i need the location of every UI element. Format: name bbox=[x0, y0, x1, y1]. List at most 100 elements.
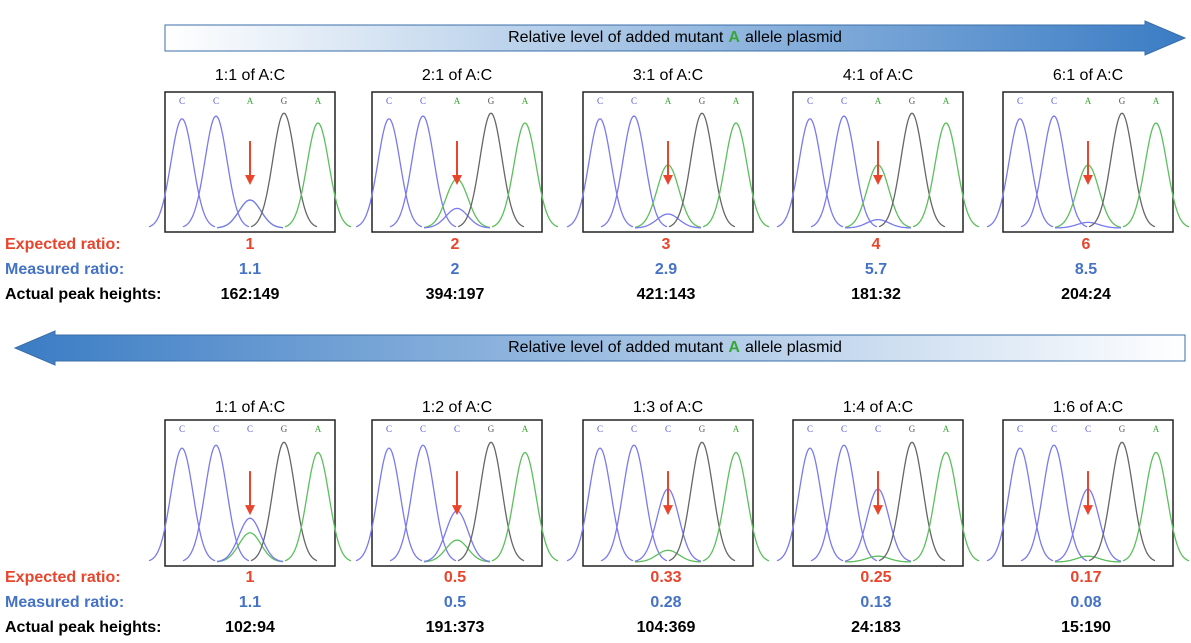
arrow-label-part: Relative level of added mutant bbox=[508, 339, 724, 356]
expected-value: 6 bbox=[1082, 236, 1091, 253]
base-call: A bbox=[943, 424, 950, 434]
base-call: G bbox=[909, 424, 916, 434]
measured-value: 0.5 bbox=[444, 594, 466, 611]
peaks-value: 394:197 bbox=[426, 286, 485, 303]
arrow-label-part: Relative level of added mutant bbox=[508, 29, 724, 46]
base-call: A bbox=[247, 96, 254, 106]
base-call: G bbox=[281, 424, 288, 434]
expected-label: Expected ratio: bbox=[5, 569, 121, 586]
base-call: G bbox=[281, 96, 288, 106]
base-call: G bbox=[488, 96, 495, 106]
peaks-value: 181:32 bbox=[851, 286, 901, 303]
base-call: C bbox=[213, 424, 219, 434]
base-call: C bbox=[179, 424, 185, 434]
base-call: C bbox=[841, 424, 847, 434]
arrow-label-part: allele plasmid bbox=[745, 29, 842, 46]
base-call: C bbox=[597, 424, 603, 434]
measured-label: Measured ratio: bbox=[5, 261, 124, 278]
base-call: C bbox=[1017, 96, 1023, 106]
base-call: A bbox=[875, 96, 882, 106]
base-call: C bbox=[597, 96, 603, 106]
panel-title: 6:1 of A:C bbox=[1053, 67, 1123, 84]
base-call: C bbox=[665, 424, 671, 434]
base-call: C bbox=[213, 96, 219, 106]
base-call: C bbox=[420, 424, 426, 434]
base-call: C bbox=[841, 96, 847, 106]
peaks-value: 104:369 bbox=[637, 619, 696, 636]
panel-title: 1:1 of A:C bbox=[215, 67, 285, 84]
panel-title: 3:1 of A:C bbox=[633, 67, 703, 84]
figure: Relative level of added mutantAallele pl… bbox=[0, 0, 1191, 643]
arrow-label: Relative level of added mutantAallele pl… bbox=[508, 29, 842, 46]
panel-title: 1:2 of A:C bbox=[422, 399, 492, 416]
expected-value: 1 bbox=[246, 569, 255, 586]
expected-value: 3 bbox=[662, 236, 671, 253]
peaks-value: 24:183 bbox=[851, 619, 901, 636]
arrow-label-part: allele plasmid bbox=[745, 339, 842, 356]
peaks-label: Actual peak heights: bbox=[5, 286, 161, 303]
measured-label: Measured ratio: bbox=[5, 594, 124, 611]
base-call: A bbox=[522, 424, 529, 434]
expected-value: 2 bbox=[451, 236, 460, 253]
base-call: C bbox=[420, 96, 426, 106]
base-call: G bbox=[1119, 424, 1126, 434]
base-call: C bbox=[1085, 424, 1091, 434]
base-call: A bbox=[315, 96, 322, 106]
expected-value: 1 bbox=[246, 236, 255, 253]
base-call: C bbox=[1051, 96, 1057, 106]
peaks-value: 102:94 bbox=[225, 619, 275, 636]
base-call: C bbox=[1051, 424, 1057, 434]
peaks-value: 162:149 bbox=[221, 286, 280, 303]
base-call: G bbox=[699, 96, 706, 106]
measured-value: 0.08 bbox=[1070, 594, 1101, 611]
base-call: G bbox=[699, 424, 706, 434]
base-call: A bbox=[454, 96, 461, 106]
expected-value: 0.33 bbox=[650, 569, 681, 586]
base-call: C bbox=[631, 424, 637, 434]
arrow-label-part: A bbox=[728, 29, 740, 46]
base-call: C bbox=[807, 424, 813, 434]
base-call: C bbox=[179, 96, 185, 106]
base-call: G bbox=[909, 96, 916, 106]
panel-title: 1:6 of A:C bbox=[1053, 399, 1123, 416]
measured-value: 2 bbox=[451, 261, 460, 278]
base-call: C bbox=[247, 424, 253, 434]
peaks-value: 191:373 bbox=[426, 619, 485, 636]
measured-value: 8.5 bbox=[1075, 261, 1097, 278]
expected-value: 4 bbox=[872, 236, 881, 253]
peaks-value: 421:143 bbox=[637, 286, 696, 303]
base-call: A bbox=[665, 96, 672, 106]
base-call: A bbox=[1153, 96, 1160, 106]
measured-value: 0.13 bbox=[860, 594, 891, 611]
measured-value: 1.1 bbox=[239, 261, 261, 278]
panel-title: 1:4 of A:C bbox=[843, 399, 913, 416]
measured-value: 1.1 bbox=[239, 594, 261, 611]
panel-title: 1:3 of A:C bbox=[633, 399, 703, 416]
base-call: A bbox=[522, 96, 529, 106]
base-call: C bbox=[386, 424, 392, 434]
base-call: C bbox=[631, 96, 637, 106]
base-call: A bbox=[1085, 96, 1092, 106]
measured-value: 0.28 bbox=[650, 594, 681, 611]
measured-value: 5.7 bbox=[865, 261, 887, 278]
peaks-value: 15:190 bbox=[1061, 619, 1111, 636]
expected-value: 0.25 bbox=[860, 569, 891, 586]
base-call: C bbox=[454, 424, 460, 434]
expected-value: 0.5 bbox=[444, 569, 466, 586]
base-call: C bbox=[875, 424, 881, 434]
base-call: C bbox=[386, 96, 392, 106]
expected-value: 0.17 bbox=[1070, 569, 1101, 586]
base-call: A bbox=[733, 424, 740, 434]
peaks-label: Actual peak heights: bbox=[5, 619, 161, 636]
panel-title: 1:1 of A:C bbox=[215, 399, 285, 416]
base-call: A bbox=[733, 96, 740, 106]
base-call: A bbox=[1153, 424, 1160, 434]
base-call: C bbox=[1017, 424, 1023, 434]
panel-title: 2:1 of A:C bbox=[422, 67, 492, 84]
panel-title: 4:1 of A:C bbox=[843, 67, 913, 84]
peaks-value: 204:24 bbox=[1061, 286, 1111, 303]
base-call: C bbox=[807, 96, 813, 106]
base-call: G bbox=[488, 424, 495, 434]
base-call: A bbox=[943, 96, 950, 106]
